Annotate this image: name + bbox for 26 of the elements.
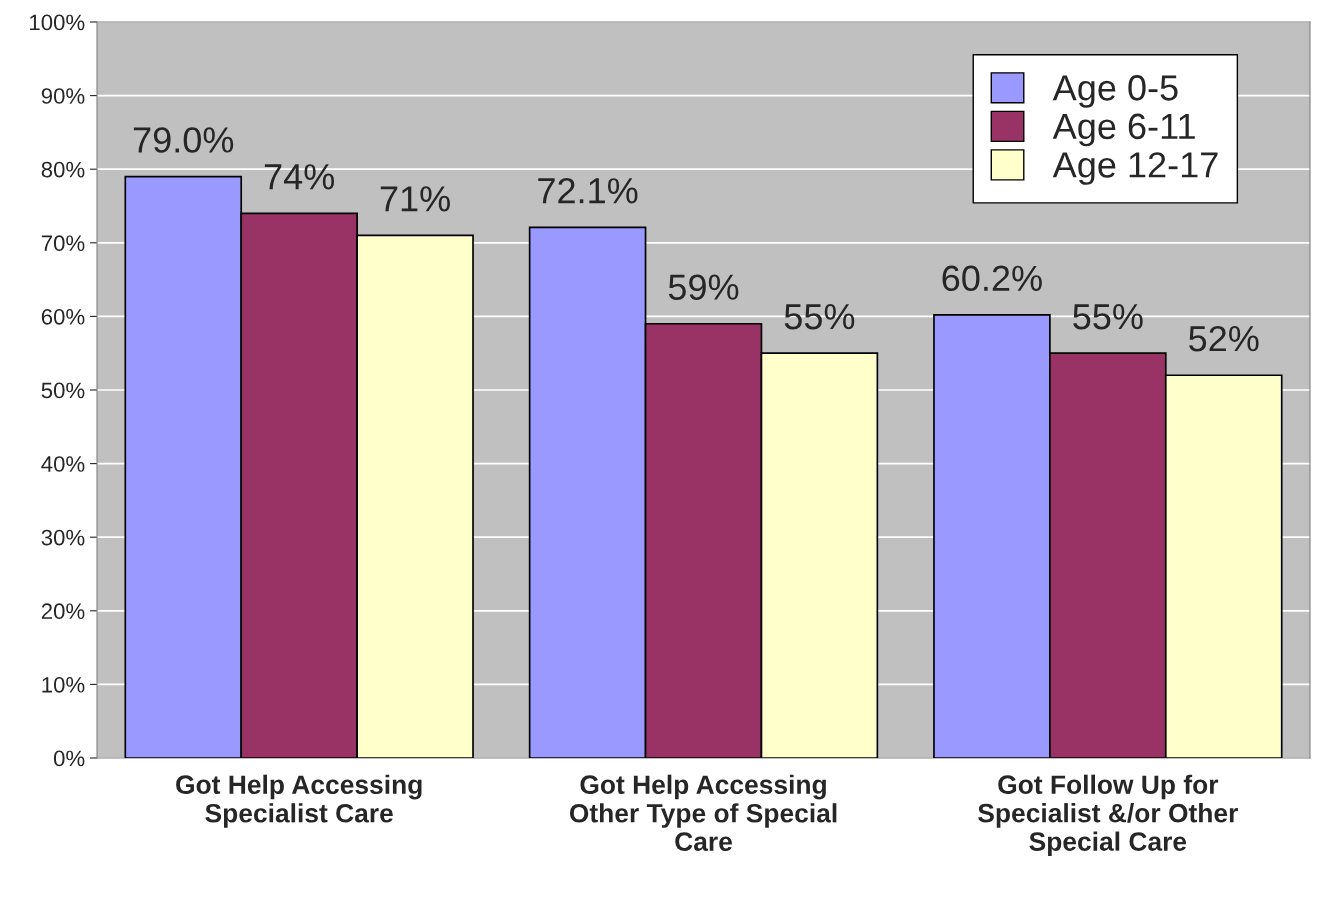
legend-label: Age 6-11 (1052, 113, 1195, 147)
y-tick-label: 70% (41, 235, 85, 252)
y-tick-label: 90% (41, 88, 85, 104)
legend-label: Age 12-17 (1052, 152, 1218, 185)
y-tick-label: 10% (42, 676, 85, 693)
data-label: 74% (264, 164, 335, 190)
y-tick-label: 20% (41, 603, 85, 620)
y-tick-label: 80% (41, 161, 85, 178)
y-tick-label: 40% (41, 456, 85, 472)
x-tick-label: Got Help Accessing Specialist Care (176, 774, 422, 828)
data-label: 55% (784, 303, 855, 330)
y-tick-label: 30% (41, 529, 85, 546)
y-tick-label: 60% (41, 308, 85, 325)
data-label: 52% (1189, 325, 1259, 352)
y-tick-label: 0% (53, 750, 85, 767)
data-label: 79.0% (133, 127, 234, 153)
y-tick-label: 100% (30, 14, 85, 31)
x-tick-label: Got Help Accessing Other Type of Special Care (569, 774, 837, 852)
data-label: 55% (1073, 303, 1143, 330)
data-label: 60.2% (942, 265, 1042, 292)
x-tick-label: Got Follow Up for Specialist &/or Other Special Care (978, 774, 1238, 857)
y-tick-label: 50% (41, 382, 85, 399)
legend-label: Age 0-5 (1052, 75, 1178, 108)
data-label: 72.1% (538, 177, 638, 204)
data-label: 71% (380, 186, 450, 212)
data-label: 59% (668, 274, 739, 300)
